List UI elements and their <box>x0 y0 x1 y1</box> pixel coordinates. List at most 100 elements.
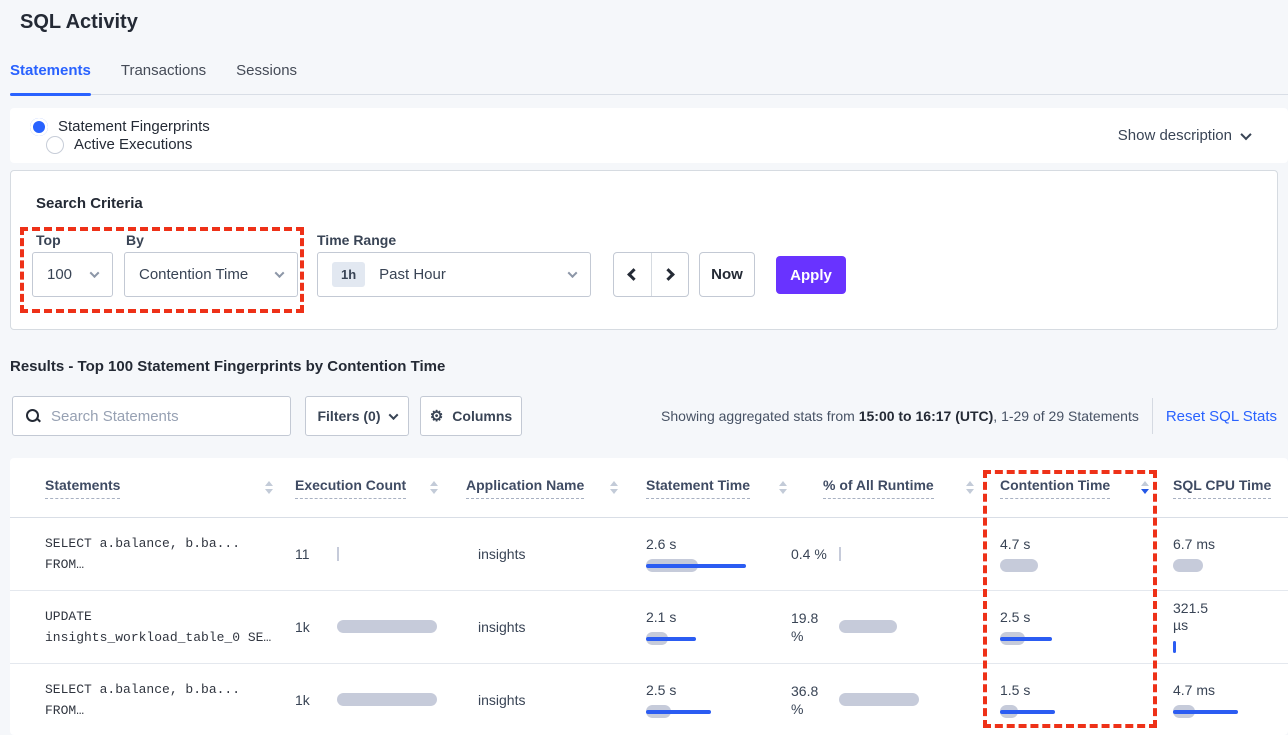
statement-fingerprint-link[interactable]: SELECT a.balance, b.ba... FROM… <box>45 666 295 734</box>
statement-fingerprint-link[interactable]: UPDATE insights_workload_table_0 SE… <box>45 593 295 661</box>
column-header-statement-time[interactable]: Statement Time <box>646 477 791 499</box>
sort-icon[interactable] <box>779 481 787 494</box>
pct-of-runtime-value: 0.4 % <box>791 546 827 562</box>
metric-bar <box>646 631 696 646</box>
column-header--of-all-runtime[interactable]: % of All Runtime <box>791 477 1000 499</box>
stats-area: Showing aggregated stats from 15:00 to 1… <box>661 396 1277 436</box>
now-button[interactable]: Now <box>699 252 755 297</box>
sort-asc-icon <box>966 481 974 486</box>
statement-time-cell: 2.6 s <box>646 536 791 573</box>
chevron-down-icon <box>89 268 100 279</box>
tab-transactions[interactable]: Transactions <box>120 62 207 79</box>
metric-bar <box>646 704 711 719</box>
view-option-label: Statement Fingerprints <box>58 118 210 135</box>
show-description-label: Show description <box>1117 127 1232 144</box>
statement-line: insights_workload_table_0 SE… <box>45 630 272 645</box>
column-header-label: % of All Runtime <box>823 477 934 499</box>
bar-blue-segment <box>1000 709 1055 714</box>
sort-icon[interactable] <box>966 481 974 494</box>
search-statements-input[interactable]: Search Statements <box>12 396 291 436</box>
sql-cpu-time-value: 4.7 ms <box>1173 681 1216 698</box>
column-header-label: Statement Time <box>646 477 750 499</box>
time-range-select[interactable]: 1h Past Hour <box>317 252 591 297</box>
filters-button[interactable]: Filters (0) <box>305 396 409 436</box>
show-description-toggle[interactable]: Show description <box>1117 127 1252 144</box>
bar-gray-segment <box>1173 558 1203 572</box>
sort-desc-icon <box>966 489 974 494</box>
radio-selected-icon <box>30 117 48 136</box>
sort-icon[interactable] <box>1141 481 1149 494</box>
column-header-label: Application Name <box>466 477 585 499</box>
statement-line: FROM… <box>45 557 85 572</box>
sort-desc-icon <box>1141 489 1149 494</box>
pct-of-runtime-cell: 0.4 % <box>791 545 1000 563</box>
view-option-statement-fingerprints[interactable]: Statement Fingerprints <box>30 117 210 136</box>
view-mode-band: Statement Fingerprints Active Executions … <box>10 108 1288 163</box>
bar-gray-segment <box>337 620 437 633</box>
execution-count-cell: 1k <box>295 692 466 708</box>
search-criteria-card: Search Criteria Top 100 By Contention Ti… <box>10 170 1278 330</box>
view-option-label: Active Executions <box>74 136 193 153</box>
top-select[interactable]: 100 <box>32 252 113 297</box>
sort-desc-icon <box>430 489 438 494</box>
filters-button-label: Filters (0) <box>317 408 381 424</box>
next-window-button[interactable] <box>652 253 689 296</box>
chevron-right-icon <box>661 268 675 281</box>
application-name-cell: insights <box>478 546 526 562</box>
sql-cpu-time-value: 6.7 ms <box>1173 535 1216 552</box>
tab-statements[interactable]: Statements <box>10 58 91 96</box>
metric-bar <box>839 693 919 707</box>
by-select[interactable]: Contention Time <box>124 252 298 297</box>
application-name-cell: insights <box>478 692 526 708</box>
time-range-value: Past Hour <box>379 266 446 283</box>
bar-gray-segment <box>1000 558 1038 572</box>
tab-sessions[interactable]: Sessions <box>236 62 298 79</box>
table-body: SELECT a.balance, b.ba... FROM… 11 insights… <box>10 518 1288 735</box>
previous-window-button[interactable] <box>614 253 652 296</box>
contention-time-value: 1.5 s <box>1000 681 1031 698</box>
sort-icon[interactable] <box>430 481 438 494</box>
pct-of-runtime-cell: 36.8 % <box>791 682 1000 718</box>
statement-time-cell: 2.1 s <box>646 609 791 646</box>
apply-button[interactable]: Apply <box>776 256 846 294</box>
sort-desc-icon <box>610 489 618 494</box>
contention-time-value: 2.5 s <box>1000 608 1031 625</box>
column-header-sql-cpu-time[interactable]: SQL CPU Time <box>1173 477 1288 499</box>
tab-bar: Statements Transactions Sessions <box>10 58 1288 96</box>
time-window-stepper <box>613 252 689 297</box>
bar-blue-segment <box>646 636 696 641</box>
divider <box>1151 398 1153 434</box>
column-header-application-name[interactable]: Application Name <box>466 477 646 499</box>
table-header-row: Statements Execution Count Application Nam… <box>10 458 1288 518</box>
statement-line: SELECT a.balance, b.ba... <box>45 536 241 551</box>
top-label: Top <box>36 232 61 248</box>
sort-asc-icon <box>779 481 787 486</box>
columns-button[interactable]: ⚙ Columns <box>420 396 522 436</box>
sql-cpu-time-cell: 6.7 ms <box>1173 536 1288 573</box>
statement-time-value: 2.5 s <box>646 681 677 698</box>
column-header-execution-count[interactable]: Execution Count <box>295 477 466 499</box>
statement-fingerprint-link[interactable]: SELECT a.balance, b.ba... FROM… <box>45 520 295 588</box>
sort-icon[interactable] <box>265 481 273 494</box>
metric-bar <box>1000 704 1055 719</box>
column-header-statements[interactable]: Statements <box>45 477 295 499</box>
search-criteria-heading: Search Criteria <box>36 195 143 212</box>
bar-blue-segment <box>1173 641 1176 653</box>
bar-gray-segment <box>839 547 841 561</box>
aggregated-stats-text: Showing aggregated stats from 15:00 to 1… <box>661 408 1139 424</box>
sql-cpu-time-cell: 4.7 ms <box>1173 682 1288 719</box>
statement-time-value: 2.6 s <box>646 535 677 552</box>
execution-count-cell: 1k <box>295 619 466 635</box>
metric-bar <box>337 693 437 707</box>
statement-line: UPDATE <box>45 609 92 624</box>
bar-blue-segment <box>646 563 746 568</box>
by-label: By <box>126 232 144 248</box>
reset-sql-stats-link[interactable]: Reset SQL Stats <box>1165 407 1277 425</box>
view-option-active-executions[interactable]: Active Executions <box>46 135 210 154</box>
column-header-contention-time[interactable]: Contention Time <box>1000 477 1173 499</box>
contention-time-value: 4.7 s <box>1000 535 1031 552</box>
contention-time-cell: 4.7 s <box>1000 536 1173 573</box>
bar-blue-segment <box>1000 636 1052 641</box>
sort-icon[interactable] <box>610 481 618 494</box>
